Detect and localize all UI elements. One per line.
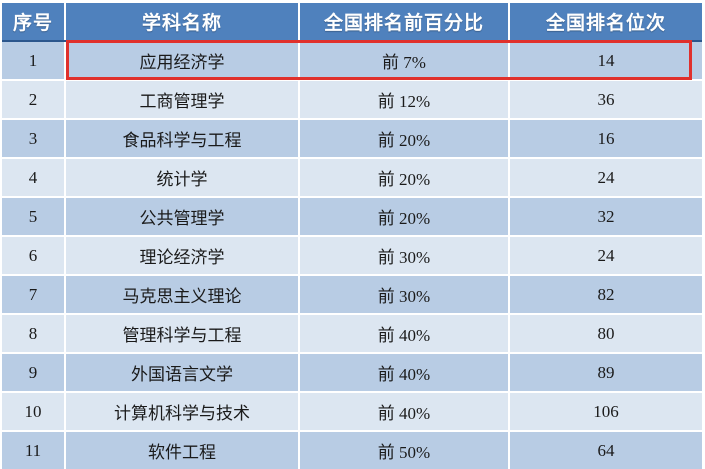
- discipline-name-cell: 食品科学与工程: [66, 120, 298, 157]
- discipline-name-cell: 软件工程: [66, 432, 298, 469]
- discipline-name-cell: 理论经济学: [66, 237, 298, 274]
- percentile-cell: 前 40%: [300, 393, 508, 430]
- table-row: 2 工商管理学 前 12% 36: [2, 81, 702, 118]
- percentile-cell: 前 50%: [300, 432, 508, 469]
- header-divider: [2, 40, 702, 42]
- row-index-cell: 8: [2, 315, 64, 352]
- table-row: 5 公共管理学 前 20% 32: [2, 198, 702, 235]
- row-index-cell: 1: [2, 42, 64, 79]
- percentile-cell: 前 30%: [300, 237, 508, 274]
- discipline-name-cell: 外国语言文学: [66, 354, 298, 391]
- table-row: 10 计算机科学与技术 前 40% 106: [2, 393, 702, 430]
- discipline-name-cell: 管理科学与工程: [66, 315, 298, 352]
- percentile-cell: 前 40%: [300, 354, 508, 391]
- row-index-cell: 11: [2, 432, 64, 469]
- discipline-name-cell: 统计学: [66, 159, 298, 196]
- percentile-cell: 前 20%: [300, 198, 508, 235]
- table-row: 3 食品科学与工程 前 20% 16: [2, 120, 702, 157]
- table-header-row: 序号 学科名称 全国排名前百分比 全国排名位次: [2, 3, 702, 40]
- rank-cell: 64: [510, 432, 702, 469]
- header-rank: 全国排名位次: [510, 3, 702, 40]
- rank-cell: 36: [510, 81, 702, 118]
- discipline-ranking-table: 序号 学科名称 全国排名前百分比 全国排名位次 1 应用经济学 前 7% 14 …: [2, 3, 702, 469]
- row-index-cell: 5: [2, 198, 64, 235]
- discipline-name-cell: 应用经济学: [66, 42, 298, 79]
- rank-cell: 24: [510, 159, 702, 196]
- table-row: 1 应用经济学 前 7% 14: [2, 42, 702, 79]
- header-discipline: 学科名称: [66, 3, 298, 40]
- table-row: 8 管理科学与工程 前 40% 80: [2, 315, 702, 352]
- row-index-cell: 3: [2, 120, 64, 157]
- table-row: 9 外国语言文学 前 40% 89: [2, 354, 702, 391]
- percentile-cell: 前 40%: [300, 315, 508, 352]
- percentile-cell: 前 7%: [300, 42, 508, 79]
- header-index: 序号: [2, 3, 64, 40]
- rank-cell: 89: [510, 354, 702, 391]
- table-row: 4 统计学 前 20% 24: [2, 159, 702, 196]
- row-index-cell: 10: [2, 393, 64, 430]
- row-index-cell: 6: [2, 237, 64, 274]
- rank-cell: 82: [510, 276, 702, 313]
- discipline-name-cell: 计算机科学与技术: [66, 393, 298, 430]
- table-row: 11 软件工程 前 50% 64: [2, 432, 702, 469]
- row-index-cell: 2: [2, 81, 64, 118]
- row-index-cell: 7: [2, 276, 64, 313]
- rank-cell: 14: [510, 42, 702, 79]
- percentile-cell: 前 20%: [300, 120, 508, 157]
- table-row: 7 马克思主义理论 前 30% 82: [2, 276, 702, 313]
- rank-cell: 16: [510, 120, 702, 157]
- rank-cell: 24: [510, 237, 702, 274]
- discipline-name-cell: 工商管理学: [66, 81, 298, 118]
- percentile-cell: 前 30%: [300, 276, 508, 313]
- row-index-cell: 9: [2, 354, 64, 391]
- discipline-name-cell: 公共管理学: [66, 198, 298, 235]
- rank-cell: 80: [510, 315, 702, 352]
- row-index-cell: 4: [2, 159, 64, 196]
- discipline-name-cell: 马克思主义理论: [66, 276, 298, 313]
- table-row: 6 理论经济学 前 30% 24: [2, 237, 702, 274]
- percentile-cell: 前 20%: [300, 159, 508, 196]
- rank-cell: 106: [510, 393, 702, 430]
- percentile-cell: 前 12%: [300, 81, 508, 118]
- rank-cell: 32: [510, 198, 702, 235]
- header-percentile: 全国排名前百分比: [300, 3, 508, 40]
